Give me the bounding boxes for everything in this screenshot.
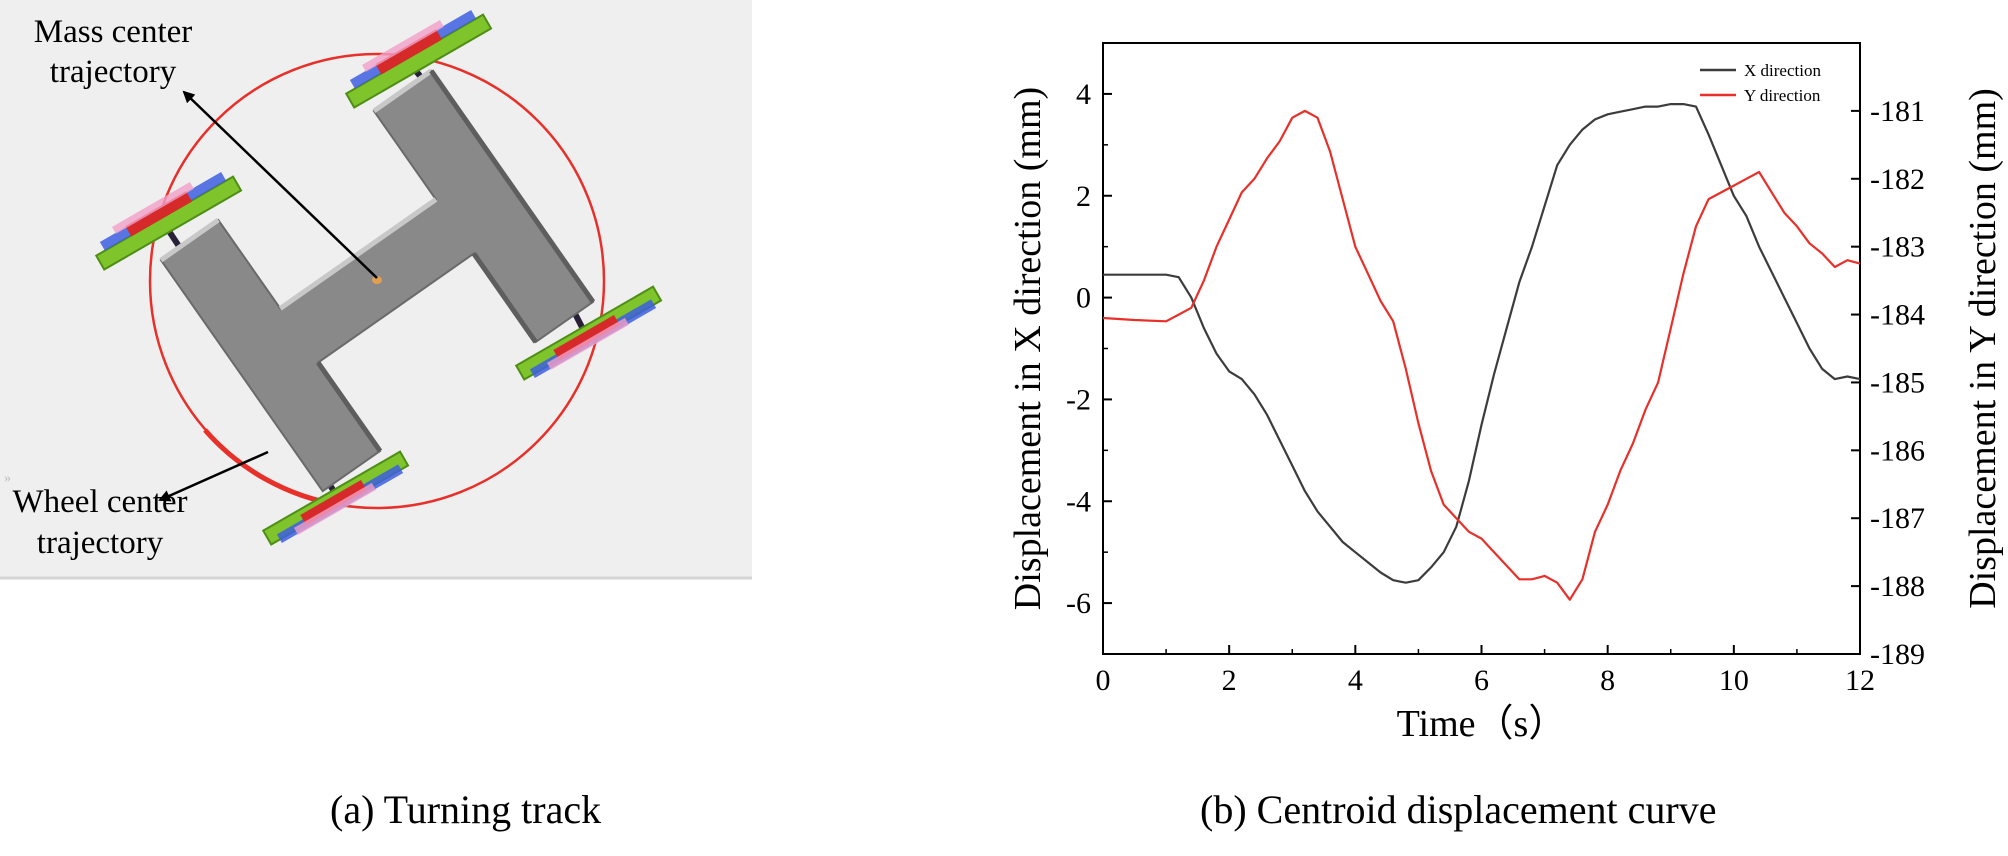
x-tick-label: 2	[1222, 664, 1237, 697]
wheel-top	[344, 10, 493, 109]
turning-track-panel: » Mass center trajectory Wheel center tr…	[0, 0, 752, 580]
x-tick-label: 0	[1096, 664, 1111, 697]
caption-turning-track: (a) Turning track	[330, 787, 602, 832]
x-axis-label: Time（s）	[1397, 703, 1567, 745]
caption-centroid-displacement: (b) Centroid displacement curve	[1200, 787, 1717, 832]
x-tick-label: 6	[1474, 664, 1489, 697]
y-right-tick-label: -182	[1870, 163, 1925, 196]
wheel-center-trajectory-circle	[148, 52, 606, 510]
x-tick-label: 10	[1719, 664, 1749, 697]
y-right-axis-label: Displacement in Y direction (mm)	[1962, 88, 2004, 609]
y-left-tick-label: -4	[1066, 485, 1091, 518]
mass-center-arrow	[182, 90, 378, 279]
y-right-tick-label: -188	[1870, 570, 1925, 603]
y-right-tick-label: -183	[1870, 231, 1925, 264]
legend-label: Y direction	[1744, 86, 1821, 105]
y-right-tick-label: -185	[1870, 366, 1925, 399]
y-right-tick-label: -187	[1870, 502, 1925, 535]
x-tick-label: 8	[1600, 664, 1615, 697]
side-marker-icon: »	[4, 471, 11, 486]
legend-label: X direction	[1744, 61, 1821, 80]
x-tick-label: 12	[1845, 664, 1875, 697]
wheel-center-label-line2: trajectory	[37, 525, 164, 561]
y-right-tick-label: -184	[1870, 299, 1925, 332]
wheel-bottom	[261, 450, 410, 546]
y-right-tick-label: -186	[1870, 434, 1925, 467]
wheel-left	[94, 172, 243, 271]
centroid-displacement-chart: 0 2 4 6 8 10 12 -6 -4 -2 0 2 4 -189 -188 -187 -186 -185 -1…	[1007, 42, 2004, 745]
wheel-center-arrow	[158, 450, 269, 502]
x-tick-label: 4	[1348, 664, 1363, 697]
plot-frame	[1102, 42, 1861, 655]
wheel-right	[514, 285, 663, 381]
wheel-center-label-line1: Wheel center	[13, 484, 188, 520]
mass-center-label-line1: Mass center	[34, 14, 193, 50]
y-right-tick-label: -189	[1870, 638, 1925, 671]
series-line-x-direction	[1103, 102, 1861, 584]
y-left-tick-label: 4	[1076, 78, 1091, 111]
mass-center-dot	[372, 276, 382, 284]
mass-center-label-line2: trajectory	[50, 54, 177, 90]
y-right-tick-label: -181	[1870, 95, 1925, 128]
y-left-tick-label: -2	[1066, 383, 1091, 416]
series-line-y-direction	[1102, 109, 1861, 601]
y-left-tick-label: 0	[1076, 282, 1091, 315]
y-left-tick-label: 2	[1076, 180, 1091, 213]
y-left-tick-label: -6	[1066, 587, 1091, 620]
y-left-axis-label: Displacement in X direction (mm)	[1007, 87, 1049, 610]
